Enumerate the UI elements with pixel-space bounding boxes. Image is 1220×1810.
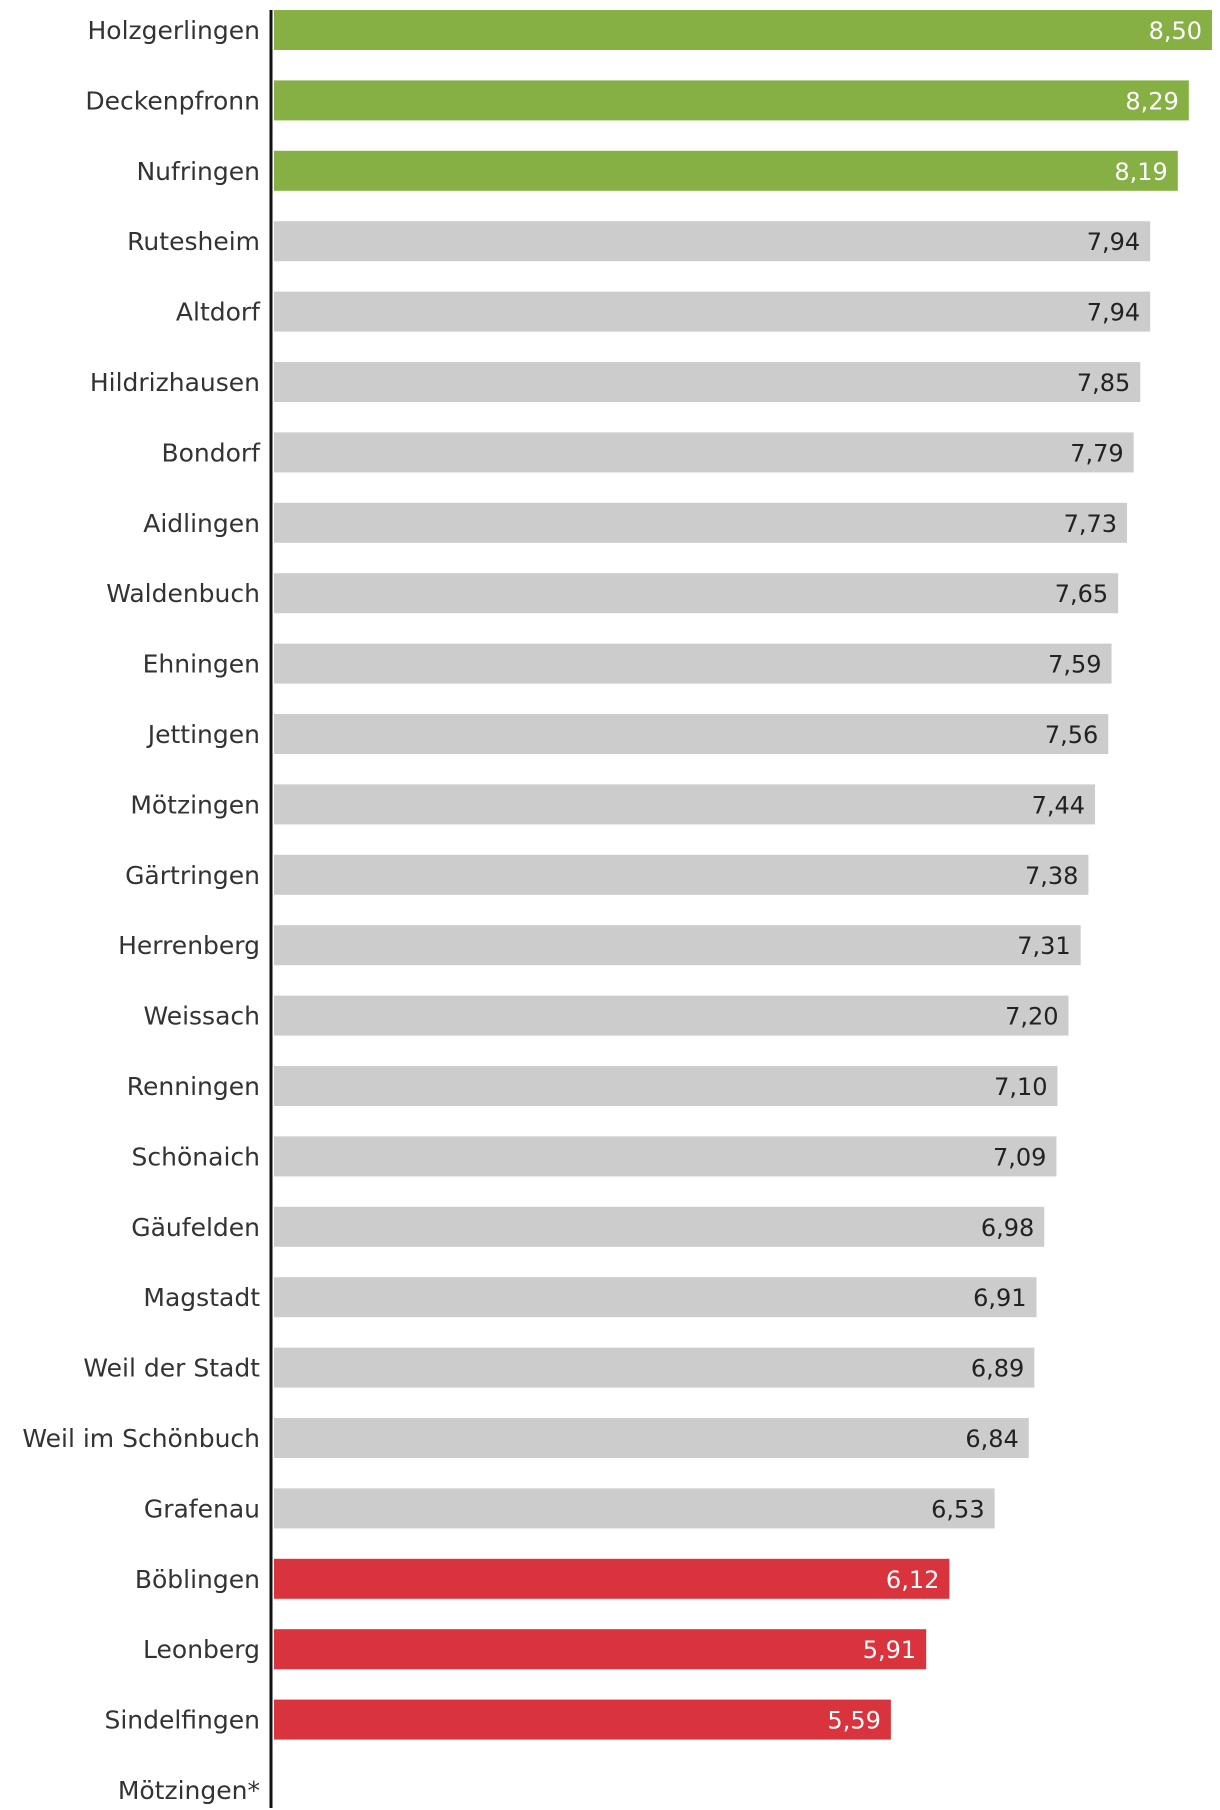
bar-mid (274, 925, 1081, 966)
bar-mid (274, 854, 1089, 895)
value-label: 7,85 (1077, 369, 1130, 397)
bar-mid (274, 291, 1151, 332)
bar-mid (274, 784, 1096, 825)
category-label: Magstadt (143, 1283, 260, 1312)
value-label: 6,84 (965, 1425, 1018, 1453)
value-label: 7,65 (1055, 580, 1108, 608)
category-label: Böblingen (135, 1565, 260, 1594)
category-labels-layer: Holzgerlingen Deckenpfronn Nufringen Rutesh… (22, 16, 261, 1805)
value-label: 5,91 (863, 1636, 916, 1664)
category-label: Leonberg (143, 1635, 260, 1664)
value-label: 7,10 (994, 1073, 1047, 1101)
category-label: Weil im Schönbuch (22, 1424, 260, 1453)
category-label: Bondorf (161, 438, 261, 467)
category-label: Weissach (143, 1002, 260, 1031)
value-label: 7,56 (1045, 721, 1098, 749)
value-label: 8,19 (1114, 158, 1167, 186)
bar-mid (274, 502, 1128, 543)
category-label: Weil der Stadt (83, 1354, 260, 1383)
value-label: 7,09 (993, 1143, 1046, 1171)
category-label: Altdorf (176, 298, 261, 327)
category-label: Herrenberg (118, 931, 260, 960)
category-label: Jettingen (146, 720, 260, 749)
bar-mid (274, 1136, 1057, 1177)
category-label: Hildrizhausen (90, 368, 260, 397)
value-label: 6,53 (931, 1495, 984, 1523)
value-label: 7,38 (1025, 862, 1078, 890)
value-label: 6,89 (971, 1355, 1024, 1383)
bar-mid (274, 1066, 1058, 1106)
value-label: 7,94 (1087, 228, 1140, 256)
bar-bottom (274, 1558, 950, 1599)
bar-mid (274, 1488, 995, 1529)
category-label: Holzgerlingen (87, 16, 260, 45)
value-label: 6,98 (981, 1214, 1034, 1242)
bar-top (274, 150, 1178, 191)
category-label: Deckenpfronn (85, 86, 260, 115)
category-label: Sindelfingen (104, 1706, 260, 1735)
bar-mid (274, 362, 1141, 402)
value-label: 7,31 (1017, 932, 1070, 960)
bar-mid (274, 221, 1151, 262)
bar-mid (274, 1347, 1035, 1388)
value-label: 7,79 (1070, 439, 1123, 467)
category-label: Mötzingen* (118, 1776, 260, 1805)
bar-bottom (274, 1699, 891, 1740)
category-label: Gäufelden (131, 1213, 260, 1242)
category-label: Ehningen (143, 650, 260, 679)
category-label: Aidlingen (143, 509, 260, 538)
value-label: 6,12 (886, 1566, 939, 1594)
category-label: Waldenbuch (106, 579, 260, 608)
category-label: Mötzingen (130, 790, 260, 819)
category-label: Renningen (127, 1072, 260, 1101)
bar-top (274, 10, 1212, 50)
value-label: 7,94 (1087, 299, 1140, 327)
bar-mid (274, 643, 1112, 684)
bar-mid (274, 573, 1119, 614)
bar-mid (274, 1277, 1037, 1318)
bar-mid (274, 714, 1109, 754)
bar-mid (274, 1206, 1045, 1247)
category-label: Nufringen (136, 157, 260, 186)
category-label: Schönaich (132, 1142, 260, 1171)
category-label: Rutesheim (127, 227, 260, 256)
value-labels-layer: 8,50 8,29 8,19 7,94 7,94 7,85 7,79 7,73 7,65 7,59… (827, 17, 1202, 1735)
bar-bottom (274, 1629, 927, 1670)
category-label: Gärtringen (125, 861, 260, 890)
value-label: 5,59 (827, 1707, 880, 1735)
bar-top (274, 80, 1189, 121)
value-label: 8,29 (1125, 87, 1178, 115)
value-label: 6,91 (973, 1284, 1026, 1312)
bar-mid (274, 432, 1134, 473)
bars-layer (274, 10, 1212, 1740)
bar-mid (274, 995, 1069, 1036)
bar-mid (274, 1418, 1029, 1458)
value-label: 7,59 (1048, 651, 1101, 679)
value-label: 7,73 (1064, 510, 1117, 538)
value-label: 7,20 (1005, 1003, 1058, 1031)
category-label: Grafenau (144, 1494, 260, 1523)
value-label: 8,50 (1149, 17, 1202, 45)
value-label: 7,44 (1032, 791, 1085, 819)
